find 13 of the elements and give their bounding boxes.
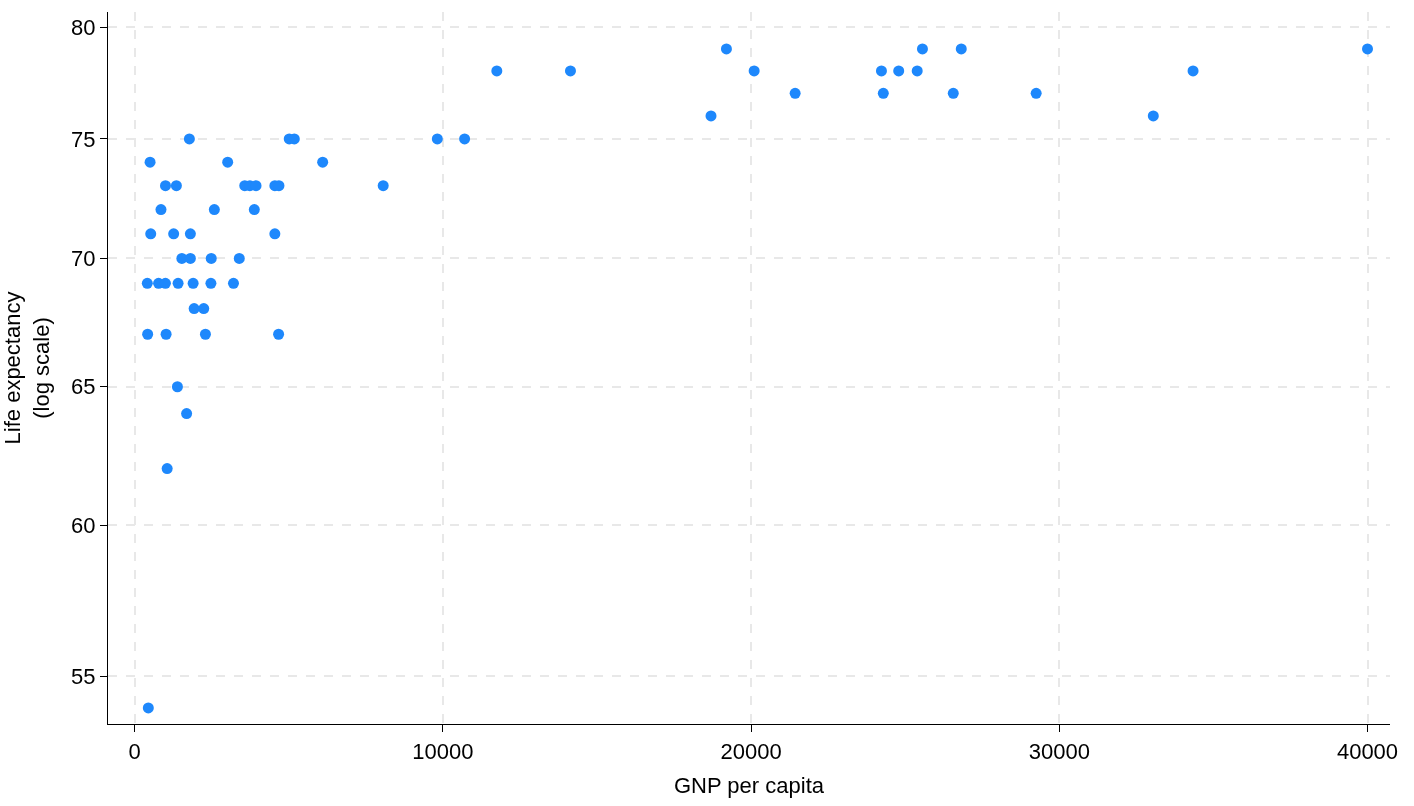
x-tick-label: 0 <box>128 738 141 764</box>
x-tick-label: 10000 <box>412 738 474 764</box>
y-tick-label: 80 <box>70 14 96 40</box>
x-axis-title: GNP per capita <box>673 773 825 799</box>
x-tick-label: 30000 <box>1028 738 1090 764</box>
y-tick-label: 70 <box>70 246 96 272</box>
y-tick-label: 65 <box>70 374 96 400</box>
y-tick-label: 75 <box>70 126 96 152</box>
x-tick-label: 40000 <box>1336 738 1399 764</box>
y-tick-label: 60 <box>70 513 96 539</box>
x-tick-label: 20000 <box>720 738 782 764</box>
y-axis-title: Life expectancy (log scale) <box>0 291 54 445</box>
y-tick-label: 55 <box>70 663 96 689</box>
